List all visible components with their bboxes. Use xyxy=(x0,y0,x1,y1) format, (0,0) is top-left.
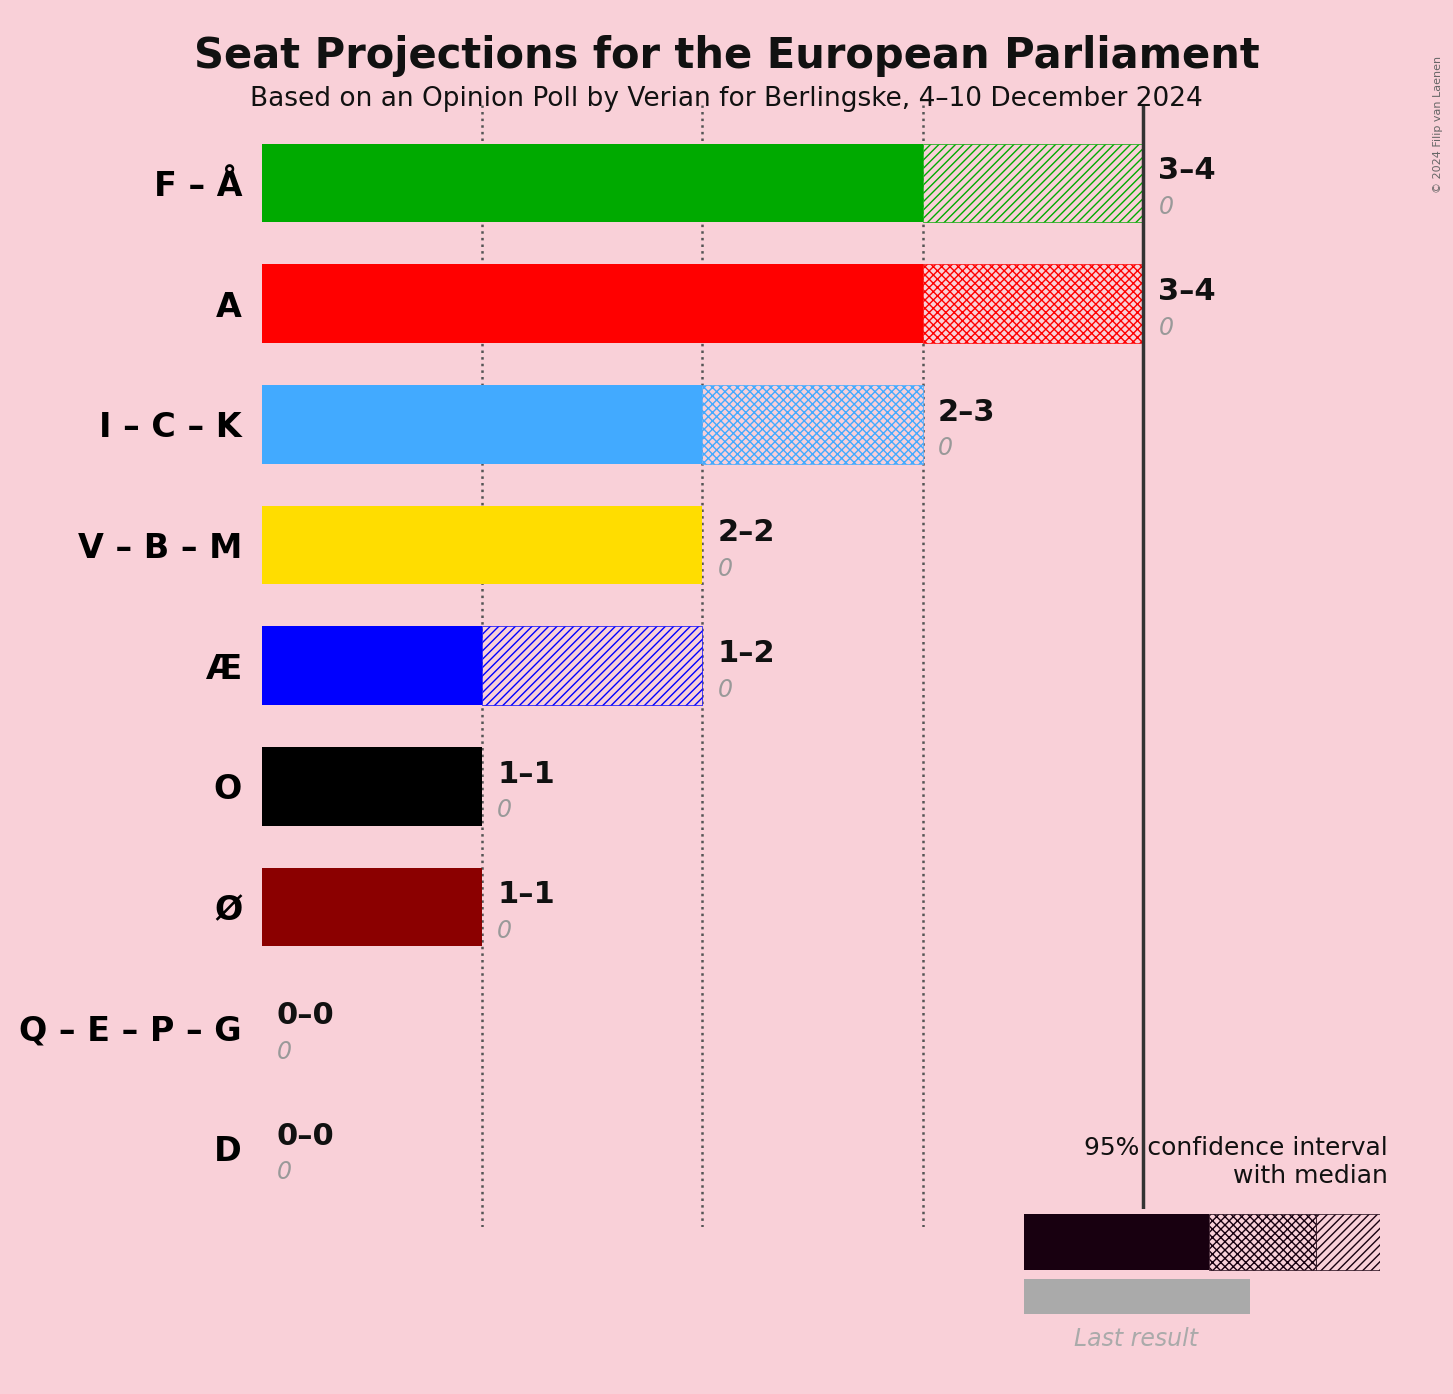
Text: 0: 0 xyxy=(497,919,513,944)
Bar xyxy=(923,265,1144,343)
Text: Based on an Opinion Poll by Verian for Berlingske, 4–10 December 2024: Based on an Opinion Poll by Verian for B… xyxy=(250,86,1203,113)
Text: 0–0: 0–0 xyxy=(278,1122,334,1150)
Bar xyxy=(702,385,923,464)
Bar xyxy=(262,867,482,947)
Bar xyxy=(262,506,702,584)
Bar xyxy=(262,626,482,705)
Text: Last result: Last result xyxy=(1074,1327,1199,1351)
Text: 1–1: 1–1 xyxy=(497,760,555,789)
Bar xyxy=(1024,1214,1209,1270)
Text: 0: 0 xyxy=(278,1160,292,1185)
Text: 0: 0 xyxy=(1158,316,1174,340)
Text: 0: 0 xyxy=(718,677,732,701)
Bar xyxy=(262,265,923,343)
Text: Seat Projections for the European Parliament: Seat Projections for the European Parlia… xyxy=(193,35,1260,77)
Bar xyxy=(923,144,1144,222)
Text: 2–2: 2–2 xyxy=(718,519,774,548)
Bar xyxy=(1316,1214,1380,1270)
Bar xyxy=(482,626,702,705)
Text: 0–0: 0–0 xyxy=(278,1001,334,1030)
Text: 95% confidence interval
with median: 95% confidence interval with median xyxy=(1084,1136,1388,1188)
Text: 0: 0 xyxy=(497,799,513,822)
Text: 0: 0 xyxy=(1158,195,1174,219)
Text: 1–1: 1–1 xyxy=(497,881,555,909)
Text: 0: 0 xyxy=(939,436,953,460)
Bar xyxy=(262,144,923,222)
Bar xyxy=(262,747,482,825)
Text: © 2024 Filip van Laenen: © 2024 Filip van Laenen xyxy=(1433,56,1443,192)
Text: 0: 0 xyxy=(278,1040,292,1064)
Text: 0: 0 xyxy=(718,558,732,581)
Text: 3–4: 3–4 xyxy=(1158,156,1216,185)
Text: 3–4: 3–4 xyxy=(1158,277,1216,307)
Bar xyxy=(1024,1278,1250,1315)
Bar xyxy=(1209,1214,1316,1270)
Text: 1–2: 1–2 xyxy=(718,638,776,668)
Text: 2–3: 2–3 xyxy=(939,397,995,427)
Bar xyxy=(262,385,702,464)
